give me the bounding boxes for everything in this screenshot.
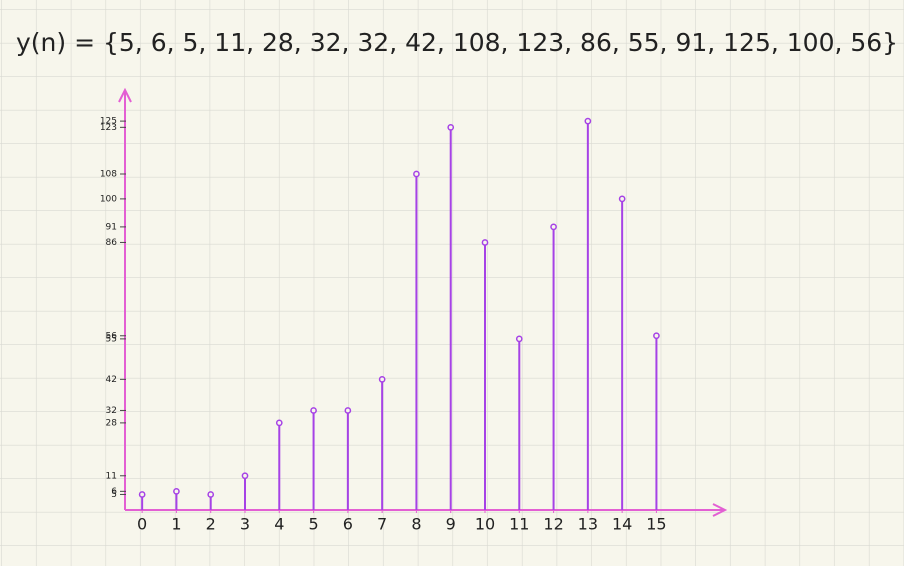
y-tick-label: 28 (106, 418, 118, 428)
stem-marker (275, 419, 283, 427)
stem-marker (207, 491, 215, 498)
stem-marker (241, 472, 249, 480)
stem-marker (618, 195, 626, 203)
y-tick-label: 55 (106, 334, 117, 344)
x-tick-label: 3 (240, 515, 250, 534)
stem-marker (584, 117, 592, 125)
stem-marker (138, 491, 146, 498)
chart-title: y(n) = {5, 6, 5, 11, 28, 32, 32, 42, 108… (16, 28, 898, 57)
x-tick-label: 15 (646, 515, 666, 534)
stem-marker (310, 407, 317, 414)
stem-marker (515, 335, 523, 343)
x-tick-label: 8 (411, 515, 421, 534)
y-tick-label: 32 (106, 406, 117, 416)
y-tick-label: 11 (106, 471, 117, 481)
y-axis-arrow (118, 87, 132, 103)
y-tick-label: 91 (106, 222, 117, 232)
y-tick-label: 5 (111, 490, 117, 500)
y-tick-label: 42 (106, 375, 117, 385)
y-tick-label: 123 (100, 123, 117, 133)
x-tick-label: 11 (509, 515, 529, 534)
y-tick-label: 6 (111, 487, 117, 497)
x-tick-label: 12 (543, 515, 563, 534)
x-tick-label: 5 (308, 515, 318, 534)
x-axis-arrow (712, 503, 728, 517)
x-tick-label: 4 (274, 515, 284, 534)
x-tick-label: 1 (171, 515, 181, 534)
x-tick-label: 2 (206, 515, 216, 534)
x-tick-label: 6 (343, 515, 353, 534)
y-tick-label: 108 (100, 170, 117, 180)
y-tick-label: 56 (106, 331, 118, 341)
stem-marker (550, 223, 557, 231)
x-tick-label: 14 (612, 515, 632, 534)
x-tick-label: 0 (137, 515, 147, 534)
stem-marker (481, 239, 489, 246)
y-tick-label: 86 (106, 238, 118, 248)
x-tick-label: 7 (377, 515, 387, 534)
stem-marker (447, 123, 455, 131)
x-tick-label: 9 (446, 515, 456, 534)
y-tick-label: 100 (100, 194, 117, 204)
stem-marker (378, 375, 386, 383)
y-tick-label: 125 (100, 117, 117, 127)
stem-marker (173, 487, 180, 495)
x-tick-label: 13 (578, 515, 598, 534)
x-tick-label: 10 (475, 515, 495, 534)
stem-marker (344, 407, 352, 414)
stem-marker (413, 170, 420, 178)
stem-marker (653, 332, 660, 340)
